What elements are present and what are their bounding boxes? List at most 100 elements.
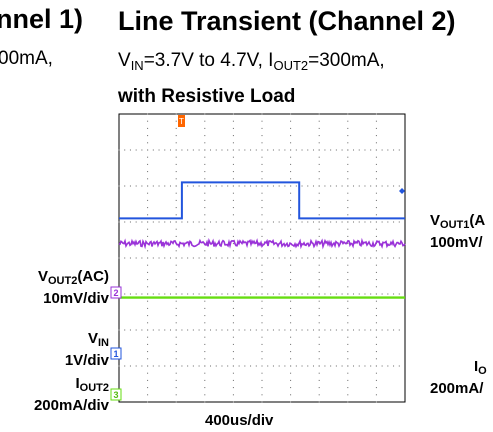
grid-dot: [347, 221, 349, 223]
grid-dot: [175, 379, 177, 381]
grid-dot: [141, 257, 143, 259]
grid-dot: [370, 365, 372, 367]
grid-dot: [204, 264, 206, 266]
grid-dot: [370, 221, 372, 223]
grid-dot: [124, 293, 126, 295]
grid-dot: [164, 149, 166, 151]
grid-dot: [147, 156, 149, 158]
grid-dot: [290, 214, 292, 216]
grid-dot: [118, 365, 120, 367]
grid-dot: [158, 185, 160, 187]
grid-dot: [347, 178, 349, 180]
grid-dot: [204, 149, 206, 151]
grid-dot: [301, 257, 303, 259]
grid-dot: [164, 365, 166, 367]
grid-dot: [387, 185, 389, 187]
grid-dot: [307, 293, 309, 295]
grid-dot: [318, 156, 320, 158]
grid-dot: [129, 257, 131, 259]
grid-dot: [164, 257, 166, 259]
grid-dot: [152, 149, 154, 151]
grid-dot: [147, 271, 149, 273]
grid-dot: [244, 329, 246, 331]
grid-dot: [141, 149, 143, 151]
grid-dot: [204, 214, 206, 216]
grid-dot: [318, 149, 320, 151]
grid-dot: [192, 185, 194, 187]
grid-dot: [324, 257, 326, 259]
grid-dot: [347, 307, 349, 309]
grid-dot: [353, 365, 355, 367]
grid-dot: [164, 293, 166, 295]
grid-dot: [364, 221, 366, 223]
grid-dot: [290, 387, 292, 389]
grid-dot: [204, 279, 206, 281]
grid-dot: [135, 185, 137, 187]
grid-dot: [204, 322, 206, 324]
grid-dot: [272, 293, 274, 295]
grid-dot: [244, 149, 246, 151]
grid-dot: [312, 293, 314, 295]
grid-dot: [147, 343, 149, 345]
grid-dot: [175, 307, 177, 309]
grid-dot: [364, 329, 366, 331]
grid-dot: [221, 149, 223, 151]
grid-dot: [318, 228, 320, 230]
grid-dot: [301, 221, 303, 223]
grid-dot: [261, 351, 263, 353]
grid-dot: [147, 315, 149, 317]
grid-dot: [330, 257, 332, 259]
grid-dot: [210, 365, 212, 367]
grid-dot: [147, 264, 149, 266]
grid-dot: [375, 113, 377, 115]
grid-dot: [198, 221, 200, 223]
grid-dot: [215, 185, 217, 187]
grid-dot: [347, 228, 349, 230]
grid-dot: [312, 329, 314, 331]
grid-dot: [290, 135, 292, 137]
grid-dot: [347, 329, 349, 331]
grid-dot: [232, 365, 234, 367]
grid-dot: [232, 142, 234, 144]
grid-dot: [318, 401, 320, 403]
grid-dot: [387, 257, 389, 259]
grid-dot: [347, 279, 349, 281]
grid-dot: [204, 401, 206, 403]
grid-dot: [318, 372, 320, 374]
grid-dot: [147, 127, 149, 129]
grid-dot: [175, 394, 177, 396]
grid-dot: [312, 149, 314, 151]
grid-dot: [152, 365, 154, 367]
page-title: Line Transient (Channel 2): [118, 6, 456, 36]
grid-dot: [393, 365, 395, 367]
grid-dot: [147, 401, 149, 403]
grid-dot: [147, 149, 149, 151]
grid-dot: [232, 315, 234, 317]
grid-dot: [175, 365, 177, 367]
grid-dot: [261, 192, 263, 194]
grid-dot: [312, 185, 314, 187]
grid-dot: [375, 250, 377, 252]
grid-dot: [204, 178, 206, 180]
grid-dot: [204, 257, 206, 259]
grid-dot: [175, 156, 177, 158]
grid-dot: [290, 178, 292, 180]
grid-dot: [169, 257, 171, 259]
iout-subscript: OUT2: [273, 58, 309, 73]
grid-dot: [118, 257, 120, 259]
grid-dot: [318, 221, 320, 223]
grid-dot: [141, 365, 143, 367]
grid-dot: [347, 322, 349, 324]
grid-dot: [318, 379, 320, 381]
grid-dot: [347, 199, 349, 201]
grid-dot: [301, 185, 303, 187]
grid-dot: [290, 286, 292, 288]
grid-dot: [347, 235, 349, 237]
grid-dot: [204, 307, 206, 309]
grid-dot: [261, 387, 263, 389]
grid-dot: [330, 185, 332, 187]
grid-dot: [238, 221, 240, 223]
grid-dot: [261, 199, 263, 201]
grid-dot: [147, 286, 149, 288]
grid-dot: [324, 329, 326, 331]
